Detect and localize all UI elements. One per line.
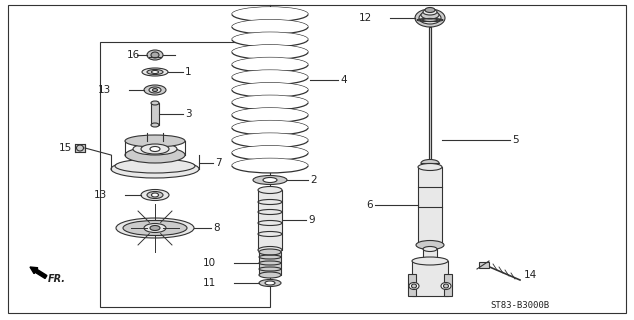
Ellipse shape [149,87,161,93]
Ellipse shape [151,52,159,58]
Ellipse shape [416,241,444,250]
Ellipse shape [444,284,448,288]
FancyArrow shape [30,267,47,278]
Bar [412,261,448,296]
Ellipse shape [232,83,308,97]
Text: FR.: FR. [48,274,66,284]
Ellipse shape [125,147,185,163]
Ellipse shape [412,257,448,265]
Text: 11: 11 [203,278,216,288]
Ellipse shape [259,249,281,255]
Ellipse shape [253,175,287,185]
Text: 13: 13 [94,190,107,200]
Ellipse shape [415,9,445,27]
Ellipse shape [150,226,160,230]
Text: 16: 16 [127,50,140,60]
Bar [423,249,437,263]
Ellipse shape [141,189,169,201]
Text: 12: 12 [359,13,372,23]
Ellipse shape [144,223,166,233]
Bar [75,144,85,152]
Bar [259,252,281,275]
Ellipse shape [263,178,277,182]
Ellipse shape [147,69,163,75]
Ellipse shape [232,95,308,110]
Ellipse shape [258,187,282,194]
Ellipse shape [259,272,281,278]
Ellipse shape [421,159,439,166]
Text: 10: 10 [203,258,216,268]
Text: ST83-B3000B: ST83-B3000B [490,300,549,309]
Bar [151,103,159,125]
Bar [444,274,452,296]
Ellipse shape [152,70,158,74]
Text: 9: 9 [308,215,314,225]
Ellipse shape [232,58,308,72]
Ellipse shape [419,12,441,24]
Ellipse shape [423,260,437,266]
Ellipse shape [232,133,308,148]
Ellipse shape [144,85,166,95]
Bar [258,190,282,250]
Ellipse shape [147,191,163,198]
Ellipse shape [265,281,275,285]
Ellipse shape [232,32,308,47]
Ellipse shape [123,220,187,236]
Bar [418,167,442,245]
Ellipse shape [423,246,437,252]
Ellipse shape [125,135,185,147]
Ellipse shape [232,108,308,123]
Text: 8: 8 [213,223,219,233]
Text: 7: 7 [215,158,222,168]
Ellipse shape [411,284,417,288]
Text: 6: 6 [366,200,373,210]
Bar [429,27,431,163]
Text: 13: 13 [98,85,111,95]
Text: 2: 2 [310,175,316,185]
Ellipse shape [418,242,442,249]
Ellipse shape [409,283,419,290]
Ellipse shape [259,279,281,286]
Ellipse shape [116,218,194,238]
Ellipse shape [258,246,282,253]
Ellipse shape [425,7,435,12]
Ellipse shape [151,123,159,127]
Ellipse shape [441,283,451,290]
Ellipse shape [421,11,439,19]
Text: 4: 4 [340,75,347,85]
Ellipse shape [142,68,168,76]
Ellipse shape [147,50,163,60]
Ellipse shape [232,45,308,60]
Text: 15: 15 [59,143,72,153]
Ellipse shape [232,121,308,135]
Ellipse shape [418,164,442,171]
Bar [479,262,489,268]
Bar [408,274,416,296]
Ellipse shape [152,193,158,197]
Text: 1: 1 [185,67,191,77]
Text: 14: 14 [524,270,537,280]
Bar [100,42,270,307]
Ellipse shape [153,89,157,92]
Ellipse shape [133,143,177,155]
Ellipse shape [232,7,308,21]
Ellipse shape [151,101,159,105]
Text: 3: 3 [185,109,191,119]
Ellipse shape [115,159,195,173]
Ellipse shape [141,144,169,154]
Text: 5: 5 [512,135,519,145]
Ellipse shape [423,9,437,15]
Ellipse shape [232,146,308,160]
Ellipse shape [150,147,160,151]
Ellipse shape [232,20,308,34]
Ellipse shape [111,160,199,178]
Ellipse shape [232,158,308,173]
Ellipse shape [232,70,308,84]
